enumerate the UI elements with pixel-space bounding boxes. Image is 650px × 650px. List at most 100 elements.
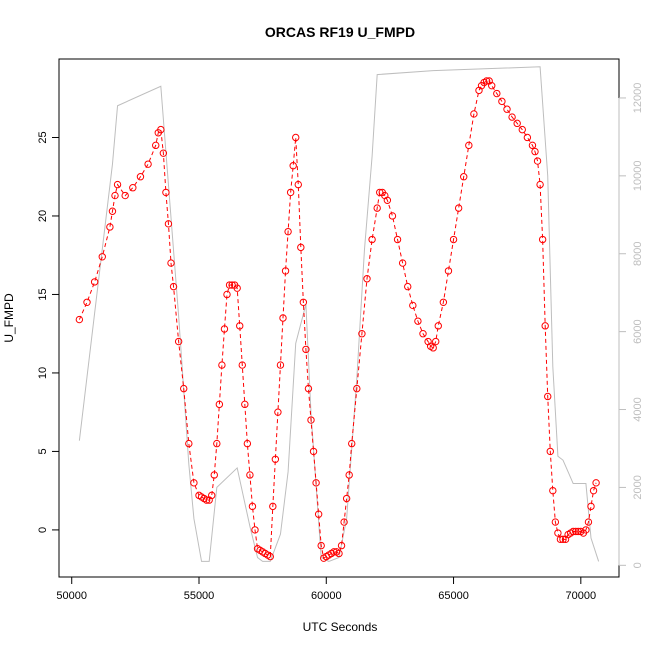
data-point (90, 278, 99, 286)
data-point (556, 535, 565, 544)
data-point (317, 541, 325, 550)
y2-tick-label: 4000 (632, 397, 644, 421)
data-point (144, 160, 152, 168)
data-point (572, 527, 580, 536)
data-point (83, 298, 91, 307)
data-point (299, 298, 308, 307)
data-point (429, 344, 437, 352)
y-axis-label: U_FMPD (2, 293, 16, 343)
data-point (330, 548, 338, 556)
data-point (340, 518, 348, 526)
data-point (528, 141, 537, 150)
data-point (523, 133, 532, 142)
data-point (482, 77, 491, 85)
data-point (531, 147, 539, 156)
axes-layer: 50000 55000 60000 65000 70000 0 5 10 15 20 25 0 2000… (37, 83, 644, 602)
data-point (383, 196, 392, 204)
data-point (592, 479, 600, 487)
data-point (185, 439, 193, 448)
data-point (276, 361, 285, 369)
data-point (574, 527, 582, 536)
data-point (432, 337, 440, 346)
data-point (460, 173, 468, 181)
x-tick-label: 60000 (311, 590, 342, 602)
y2-tick-label: 10000 (632, 161, 644, 192)
data-point (314, 510, 323, 518)
data-point (266, 552, 274, 561)
data-point (342, 494, 351, 503)
data-point (584, 518, 593, 526)
data-point (337, 541, 346, 550)
x-tick-label: 65000 (438, 590, 469, 602)
data-point (213, 439, 221, 448)
data-point (470, 110, 478, 118)
data-point (75, 315, 84, 324)
data-point (465, 141, 473, 150)
data-point (164, 220, 173, 228)
data-point (444, 267, 453, 275)
data-point (157, 125, 165, 134)
data-point (302, 345, 310, 354)
data-point (554, 529, 562, 537)
data-point (551, 518, 560, 526)
series-line-secondary (78, 66, 600, 562)
data-point (503, 105, 511, 113)
data-point (167, 259, 175, 267)
data-point (292, 133, 300, 142)
data-point (289, 162, 297, 170)
data-point (225, 281, 234, 289)
y2-tick-label: 0 (632, 562, 644, 568)
data-point (202, 496, 211, 504)
plot-frame (58, 58, 620, 578)
chart-title: ORCAS RF19 U_FMPD (265, 24, 415, 40)
data-point (582, 526, 590, 534)
data-point (589, 486, 598, 495)
data-point (373, 204, 381, 212)
data-point (106, 223, 114, 231)
data-point (162, 188, 170, 197)
data-point (174, 337, 183, 346)
data-point (569, 527, 577, 536)
data-point (294, 180, 302, 189)
data-point (269, 502, 277, 511)
data-point (121, 191, 129, 200)
data-point (223, 290, 231, 299)
data-point (238, 361, 246, 369)
data-point (129, 184, 137, 192)
data-point (398, 259, 407, 267)
data-point (180, 384, 188, 393)
data-point (241, 400, 249, 409)
data-point (233, 284, 241, 292)
data-point (236, 322, 244, 330)
data-point (248, 502, 257, 511)
y-tick-label: 20 (37, 210, 49, 222)
data-point (538, 235, 547, 244)
data-point (409, 301, 417, 310)
series-layer (75, 66, 600, 562)
data-point (98, 253, 106, 261)
data-point (215, 400, 224, 409)
data-point (363, 275, 371, 283)
data-point (348, 439, 356, 448)
data-point (393, 235, 402, 244)
data-point (368, 235, 376, 244)
data-point (546, 447, 554, 456)
data-point (152, 141, 160, 150)
data-point (208, 491, 216, 500)
y-tick-label: 10 (37, 367, 49, 379)
y-tick-label: 25 (37, 131, 49, 143)
data-point (218, 361, 226, 369)
x-axis-label: UTC Seconds (303, 620, 378, 634)
data-point (136, 173, 145, 181)
x-tick-label: 50000 (56, 590, 87, 602)
data-point (113, 180, 122, 189)
data-point (533, 157, 542, 165)
data-point (108, 207, 117, 215)
data-point (404, 282, 412, 291)
y2-tick-label: 2000 (632, 475, 644, 499)
data-point (449, 235, 458, 244)
data-point (388, 212, 397, 220)
data-point (498, 97, 506, 106)
data-point (309, 447, 318, 456)
